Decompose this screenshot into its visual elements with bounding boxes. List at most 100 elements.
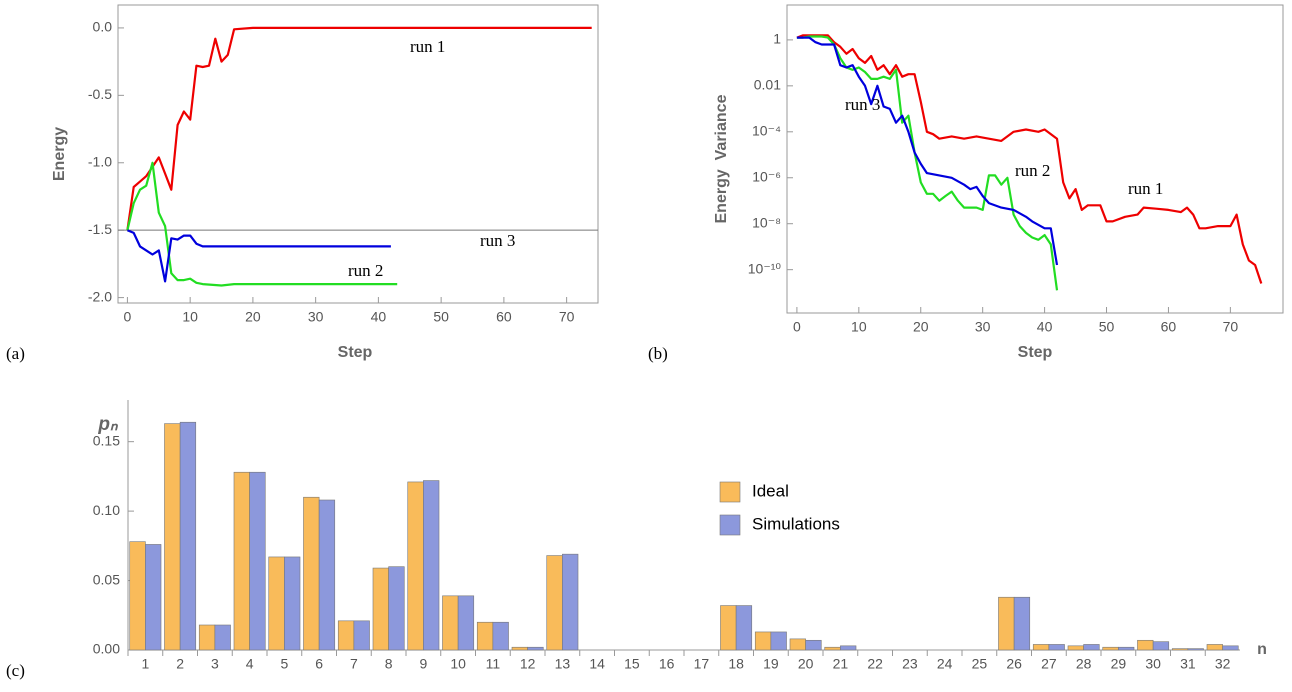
- bar: [423, 480, 440, 651]
- x-tick-label: 27: [1041, 656, 1057, 672]
- bar: [1067, 645, 1084, 651]
- bar: [442, 595, 459, 651]
- x-tick-label: 4: [246, 656, 254, 672]
- y-tick-label: -1.0: [88, 153, 112, 169]
- bar: [303, 496, 320, 651]
- x-tick-label: 3: [211, 656, 219, 672]
- bar: [318, 499, 336, 651]
- bar: [233, 471, 250, 651]
- series-line: [126, 26, 592, 231]
- x-axis-label: Step: [338, 344, 373, 361]
- x-tick-label: 30: [308, 309, 324, 325]
- x-tick-label: 16: [659, 656, 675, 672]
- x-tick-label: 60: [496, 309, 512, 325]
- series-label: run 2: [348, 261, 383, 280]
- x-tick-label: 60: [1161, 319, 1177, 335]
- x-tick-label: 20: [245, 309, 261, 325]
- series-label: run 2: [1015, 161, 1050, 180]
- x-tick-label: 30: [1145, 656, 1161, 672]
- bar: [268, 556, 285, 651]
- x-tick-label: 17: [694, 656, 710, 672]
- x-tick-label: 19: [763, 656, 779, 672]
- bar: [284, 556, 301, 651]
- bar: [145, 544, 162, 651]
- plot-frame: [786, 4, 1284, 314]
- x-tick-label: 11: [486, 656, 501, 672]
- y-axis-label: Energy: [51, 127, 68, 181]
- series-line: [796, 34, 1263, 284]
- bar: [164, 423, 181, 651]
- bar: [824, 646, 841, 651]
- x-tick-label: 14: [589, 656, 605, 672]
- x-tick-label: 0: [793, 319, 801, 335]
- bar: [511, 646, 528, 651]
- y-tick-label: 10⁻⁶: [752, 168, 781, 184]
- bar: [562, 553, 579, 651]
- bar: [372, 567, 389, 651]
- x-tick-label: 25: [972, 656, 988, 672]
- x-tick-label: 26: [1006, 656, 1022, 672]
- x-tick-label: 8: [385, 656, 393, 672]
- y-tick-label: -2.0: [88, 288, 112, 304]
- bar: [198, 624, 216, 651]
- bar: [388, 566, 405, 651]
- series-line: [126, 229, 391, 283]
- y-tick-label: -0.5: [88, 86, 112, 102]
- x-tick-label: 50: [1099, 319, 1115, 335]
- bar: [1013, 596, 1031, 651]
- bar: [754, 631, 772, 651]
- x-tick-label: 32: [1215, 656, 1231, 672]
- x-tick-label: 40: [371, 309, 387, 325]
- x-tick-label: 23: [902, 656, 918, 672]
- x-tick-label: 10: [450, 656, 466, 672]
- y-tick-label: -1.5: [88, 221, 112, 237]
- x-tick-label: 18: [728, 656, 744, 672]
- x-tick-label: 30: [975, 319, 991, 335]
- legend-swatch: [719, 481, 741, 503]
- y-tick-label: 10⁻⁴: [752, 123, 781, 139]
- bar: [1222, 645, 1239, 651]
- series-label: run 3: [480, 231, 515, 250]
- bar: [1137, 639, 1154, 651]
- x-tick-label: 5: [280, 656, 288, 672]
- bar: [735, 605, 753, 651]
- bar: [998, 596, 1015, 651]
- bar: [249, 471, 266, 651]
- bar: [1032, 644, 1050, 651]
- series-line: [126, 161, 398, 287]
- y-tick-label: 0.01: [754, 77, 781, 93]
- x-tick-label: 7: [350, 656, 358, 672]
- bar: [457, 595, 475, 651]
- panel-label: (c): [6, 661, 25, 680]
- y-axis-label: Energy Variance: [713, 94, 730, 223]
- x-tick-label: 12: [520, 656, 536, 672]
- x-axis-label: Step: [1018, 344, 1053, 361]
- bar: [546, 555, 563, 651]
- y-tick-label: 0.00: [93, 641, 120, 657]
- panel-label: (b): [648, 344, 668, 363]
- bar: [337, 620, 355, 651]
- series-label: run 1: [410, 37, 445, 56]
- y-axis-label: pₙ: [97, 414, 119, 435]
- y-tick-label: 0.10: [93, 502, 120, 518]
- y-tick-label: 0.15: [93, 432, 120, 448]
- bar: [1048, 644, 1065, 651]
- legend-swatch: [719, 514, 741, 536]
- bar: [129, 541, 146, 651]
- panel-label: (a): [6, 344, 25, 363]
- bar: [1083, 644, 1100, 651]
- x-tick-label: 10: [182, 309, 198, 325]
- bar: [805, 639, 822, 651]
- y-tick-label: 1: [773, 31, 781, 47]
- bar: [720, 605, 737, 651]
- x-tick-label: 20: [798, 656, 814, 672]
- bar: [1171, 648, 1189, 651]
- y-tick-label: 0.0: [93, 19, 113, 35]
- series-line: [796, 36, 1059, 266]
- x-tick-label: 9: [419, 656, 427, 672]
- bar: [492, 621, 509, 651]
- plot-frame: [117, 4, 599, 304]
- x-tick-label: 20: [913, 319, 929, 335]
- legend-label: Simulations: [752, 514, 840, 533]
